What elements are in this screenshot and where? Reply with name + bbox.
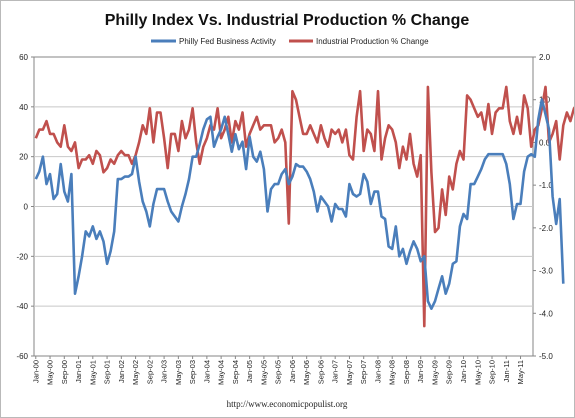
series-lines [34,85,574,328]
x-tick-label: Sep-01 [103,360,112,384]
x-tick-label: Jan-02 [117,360,126,383]
x-tick-label: May-03 [174,360,183,385]
x-tick-label: Jan-08 [373,360,382,383]
right-tick-label: -3.0 [539,267,553,276]
x-tick-label: May-00 [46,360,55,385]
footer-url: http://www.economicpopulist.org [227,399,348,409]
left-tick-label: 20 [19,153,28,162]
right-tick-label: -1.0 [539,181,553,190]
x-tick-label: May-08 [388,360,397,385]
legend-label-industrial: Industrial Production % Change [316,37,429,46]
legend: Philly Fed Business Activity Industrial … [151,37,429,46]
x-tick-label: Jan-04 [202,360,211,383]
left-tick-label: 40 [19,103,28,112]
x-tick-label: Sep-08 [402,360,411,384]
right-tick-label: 2.0 [539,53,551,62]
x-tick-label: Jan-05 [245,360,254,383]
left-tick-label: 0 [24,203,29,212]
x-tick-label: Jan-00 [31,360,40,383]
right-tick-label: 0.0 [539,138,551,147]
x-axis-ticks: Jan-00 May-00 Sep-00 Jan-01 May-01 Sep-01 Jan-… [31,356,525,385]
x-tick-label: May-04 [217,360,226,385]
x-tick-label: May-07 [345,360,354,385]
right-tick-label: -4.0 [539,309,553,318]
x-tick-label: Sep-02 [145,360,154,384]
left-axis-ticks: 60 40 20 0 -20 -40 -60 [16,53,34,361]
right-axis-ticks: 2.0 1.0 0.0 -1.0 -2.0 -3.0 -4.0 -5.0 [533,53,553,361]
x-tick-label: Sep-10 [488,360,497,384]
x-tick-label: Sep-05 [274,360,283,384]
legend-label-philly: Philly Fed Business Activity [179,37,276,46]
x-tick-label: Sep-00 [60,360,69,384]
x-tick-label: May-01 [88,360,97,385]
x-tick-label: May-06 [302,360,311,385]
x-tick-label: Jan-06 [288,360,297,383]
x-tick-label: Sep-03 [188,360,197,384]
right-tick-label: -5.0 [539,352,553,361]
left-tick-label: -20 [16,252,28,261]
x-tick-label: May-10 [473,360,482,385]
x-tick-label: Sep-06 [316,360,325,384]
series-line-philly-fed [34,98,565,311]
x-tick-label: Jan-03 [160,360,169,383]
series-line-industrial-production [34,85,574,328]
x-tick-label: Jan-09 [416,360,425,383]
x-tick-label: May-09 [430,360,439,385]
right-tick-label: 1.0 [539,96,551,105]
x-tick-label: Sep-07 [359,360,368,384]
x-tick-label: Sep-09 [445,360,454,384]
x-tick-label: Jan-11 [502,360,511,382]
x-tick-label: Jan-01 [74,360,83,383]
x-tick-label: Jan-10 [459,360,468,383]
left-tick-label: -40 [16,302,28,311]
x-tick-label: May-05 [259,360,268,385]
x-tick-label: May-02 [131,360,140,385]
left-tick-label: -60 [16,352,28,361]
left-tick-label: 60 [19,53,28,62]
x-tick-label: Sep-04 [231,360,240,384]
chart-title: Philly Index Vs. Industrial Production %… [105,12,470,29]
right-tick-label: -2.0 [539,224,553,233]
x-tick-label: Jan-07 [331,360,340,383]
x-tick-label: May-11 [516,360,525,384]
